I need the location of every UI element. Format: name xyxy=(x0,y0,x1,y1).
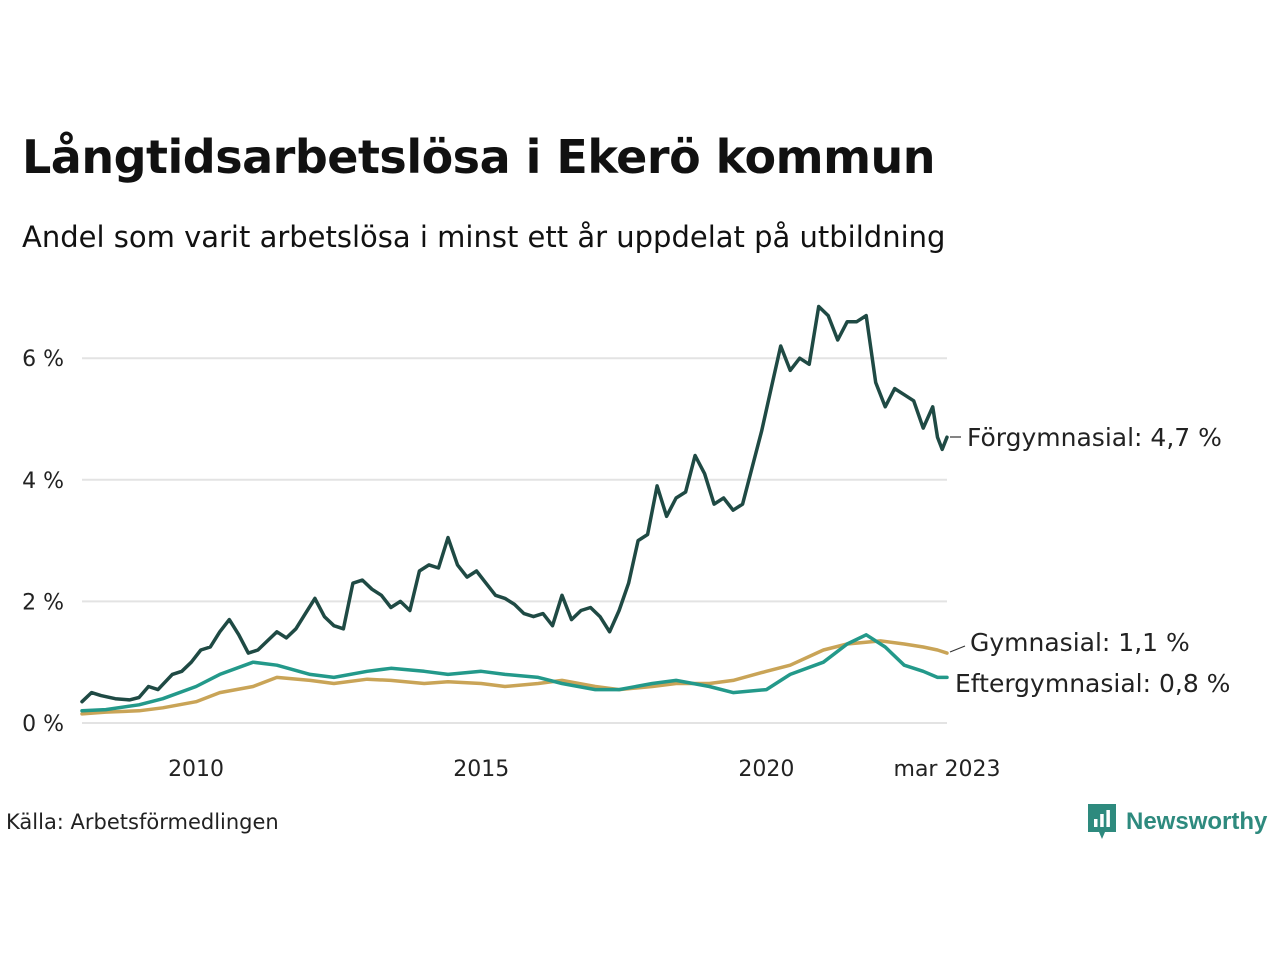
brand-logo[interactable]: Newsworthy xyxy=(1088,804,1267,840)
y-axis-ticks: 0 % 2 % 4 % 6 % xyxy=(22,347,64,737)
source-note: Källa: Arbetsförmedlingen xyxy=(6,810,279,834)
chart-title: Långtidsarbetslösa i Ekerö kommun xyxy=(22,130,936,184)
series-end-labels: Förgymnasial: 4,7 % Gymnasial: 1,1 % Efter… xyxy=(949,423,1230,698)
series-line-eftergymnasial xyxy=(80,633,949,713)
y-tick-label: 0 % xyxy=(22,712,64,737)
series-end-label: Gymnasial: 1,1 % xyxy=(970,628,1190,657)
newsworthy-logo-icon xyxy=(1088,804,1116,839)
label-connector xyxy=(949,645,966,653)
x-tick-label: 2020 xyxy=(738,757,794,782)
x-axis-ticks: 2010 2015 2020 mar 2023 xyxy=(168,757,1000,782)
y-tick-label: 4 % xyxy=(22,469,64,494)
brand-name: Newsworthy xyxy=(1126,808,1268,835)
y-tick-label: 2 % xyxy=(22,590,64,615)
series-end-label: Eftergymnasial: 0,8 % xyxy=(955,669,1230,698)
x-tick-label: mar 2023 xyxy=(894,757,1001,782)
series-lines xyxy=(80,304,949,716)
x-tick-label: 2015 xyxy=(453,757,509,782)
y-tick-label: 6 % xyxy=(22,347,64,372)
series-line-gymnasial xyxy=(80,639,949,716)
x-tick-label: 2010 xyxy=(168,757,224,782)
chart-subtitle: Andel som varit arbetslösa i minst ett å… xyxy=(22,220,946,254)
gridlines xyxy=(82,357,947,724)
series-line-förgymnasial xyxy=(80,304,949,704)
series-end-label: Förgymnasial: 4,7 % xyxy=(967,423,1222,452)
